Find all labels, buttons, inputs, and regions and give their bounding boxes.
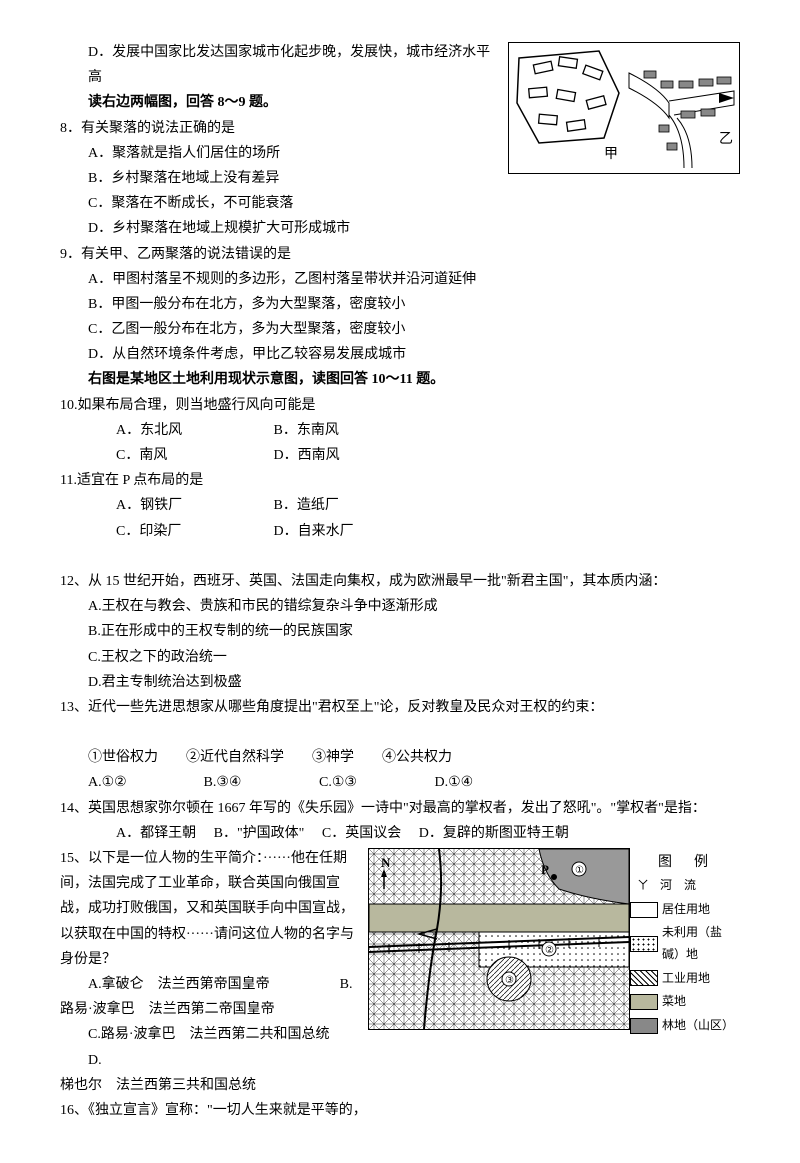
svg-text:N: N	[381, 855, 391, 870]
q9-c: C．乙图一般分布在北方，多为大型聚落，密度较小	[60, 317, 740, 342]
legend-res: 居住用地	[662, 899, 710, 921]
q10-d: D．西南风	[274, 443, 428, 468]
land-use-figure: N P ① ② ③	[368, 848, 630, 1030]
q8-d: D．乡村聚落在地域上规模扩大可形成城市	[60, 216, 740, 241]
q8-c: C．聚落在不断成长，不可能衰落	[60, 191, 740, 216]
q16-stem: 16、《独立宣言》宣称："一切人生来就是平等的，	[60, 1098, 740, 1123]
svg-text:②: ②	[545, 945, 554, 956]
instruction-10-11: 右图是某地区土地利用现状示意图，读图回答 10～11 题。	[60, 367, 740, 392]
legend-river: 河 流	[660, 875, 696, 897]
q10-a: A．东北风	[116, 418, 270, 443]
q11-c: C．印染厂	[116, 519, 270, 544]
label-jia: 甲	[604, 147, 618, 162]
q10-row1: A．东北风 B．东南风	[60, 418, 740, 443]
svg-text:③: ③	[505, 975, 514, 986]
q13-items: ①世俗权力 ②近代自然科学 ③神学 ④公共权力	[60, 745, 740, 770]
q11-d: D．自来水厂	[274, 519, 428, 544]
q11-row2: C．印染厂 D．自来水厂	[60, 519, 740, 544]
q12-stem: 12、从 15 世纪开始，西班牙、英国、法国走向集权，成为欧洲最早一批"新君主国…	[60, 569, 740, 594]
q14-d: D．复辟的斯图亚特王朝	[419, 826, 569, 841]
q11-a: A．钢铁厂	[116, 493, 270, 518]
q13-a: A.①②	[88, 770, 200, 795]
q10-stem: 10.如果布局合理，则当地盛行风向可能是	[60, 393, 740, 418]
q9-stem: 9．有关甲、乙两聚落的说法错误的是	[60, 242, 740, 267]
land-use-legend: 图 例 ㄚ河 流 居住用地 未利用（盐碱）地 工业用地 菜地 林地（山区）	[630, 850, 740, 1038]
q10-b: B．东南风	[274, 418, 428, 443]
legend-title: 图 例	[630, 850, 740, 875]
q9-d: D．从自然环境条件考虑，甲比乙较容易发展成城市	[60, 342, 740, 367]
legend-forest: 林地（山区）	[662, 1015, 734, 1037]
svg-text:①: ①	[575, 865, 584, 876]
q14-stem: 14、英国思想家弥尔顿在 1667 年写的《失乐园》一诗中"对最高的掌权者，发出…	[60, 796, 740, 821]
q12-c: C.王权之下的政治统一	[60, 645, 740, 670]
q13-d: D.①④	[435, 770, 547, 795]
q14-b: B．"护国政体"	[214, 826, 305, 841]
q10-row2: C．南风 D．西南风	[60, 443, 740, 468]
q12-b: B.正在形成中的王权专制的统一的民族国家	[60, 619, 740, 644]
q10-c: C．南风	[116, 443, 270, 468]
svg-text:P: P	[541, 862, 549, 877]
q14-c: C．英国议会	[322, 826, 401, 841]
settlement-figure: 甲 乙	[508, 42, 740, 174]
q12-d: D.君主专制统治达到极盛	[60, 670, 740, 695]
q13-c: C.①③	[319, 770, 431, 795]
q14-options: A．都铎王朝 B．"护国政体" C．英国议会 D．复辟的斯图亚特王朝	[60, 821, 740, 846]
q11-row1: A．钢铁厂 B．造纸厂	[60, 493, 740, 518]
q14-a: A．都铎王朝	[116, 826, 196, 841]
q11-b: B．造纸厂	[274, 493, 428, 518]
q11-stem: 11.适宜在 P 点布局的是	[60, 468, 740, 493]
q13-b: B.③④	[204, 770, 316, 795]
q13-options: A.①② B.③④ C.①③ D.①④	[60, 770, 740, 795]
legend-veg: 菜地	[662, 991, 686, 1013]
q9-a: A．甲图村落呈不规则的多边形，乙图村落呈带状并沿河道延伸	[60, 267, 740, 292]
q13-stem: 13、近代一些先进思想家从哪些角度提出"君权至上"论，反对教皇及民众对王权的约束…	[60, 695, 740, 720]
legend-unused: 未利用（盐碱）地	[662, 922, 740, 965]
q15-d-line: 梯也尔 法兰西第三共和国总统	[60, 1073, 740, 1098]
q9-b: B．甲图一般分布在北方，多为大型聚落，密度较小	[60, 292, 740, 317]
q12-a: A.王权在与教会、贵族和市民的错综复杂斗争中逐渐形成	[60, 594, 740, 619]
label-yi: 乙	[719, 131, 733, 147]
legend-ind: 工业用地	[662, 968, 710, 990]
